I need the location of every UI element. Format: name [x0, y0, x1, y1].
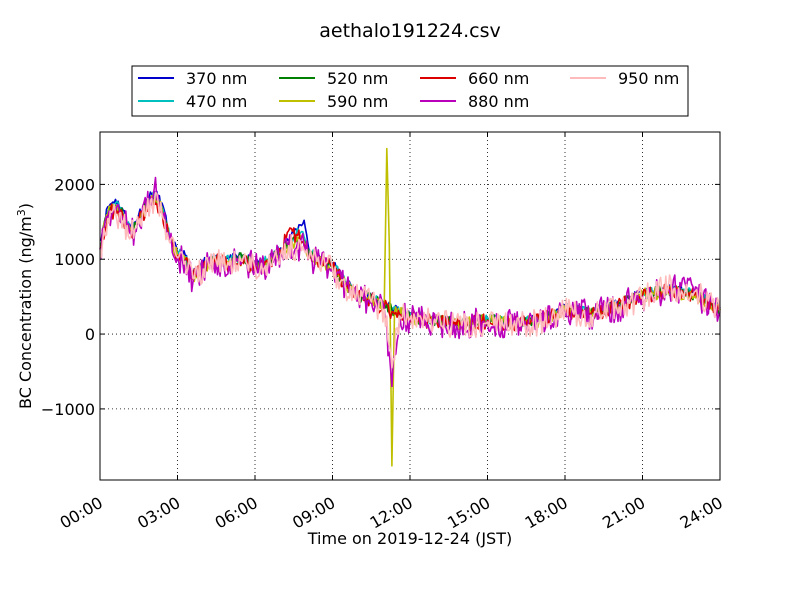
x-axis-label: Time on 2019-12-24 (JST) — [307, 529, 512, 548]
legend-box — [131, 65, 689, 117]
grid — [100, 132, 720, 480]
y-tick-label: −1000 — [41, 400, 95, 419]
y-tick-label: 0 — [85, 325, 95, 344]
chart-title: aethalo191224.csv — [319, 20, 501, 42]
legend-label: 590 nm — [327, 92, 388, 111]
series-lines — [99, 147, 721, 467]
y-tick-label: 2000 — [54, 175, 95, 194]
legend-label: 470 nm — [186, 92, 247, 111]
legend-label: 950 nm — [618, 69, 679, 88]
y-axis-label-end: ) — [16, 203, 35, 209]
y-axis-label-text: BC Concentration (ng/m — [16, 216, 35, 409]
legend-label: 660 nm — [468, 69, 529, 88]
legend-label: 520 nm — [327, 69, 388, 88]
legend-label: 880 nm — [468, 92, 529, 111]
y-axis-label-superscript: 3 — [15, 209, 28, 216]
legend-label: 370 nm — [186, 69, 247, 88]
legend: 370 nm 470 nm 520 nm 590 nm 660 nm 880 nm 950 … — [131, 65, 689, 117]
y-axis-label: BC Concentration (ng/m3) — [15, 203, 35, 409]
y-tick-label: 1000 — [54, 250, 95, 269]
series-line — [99, 191, 721, 369]
